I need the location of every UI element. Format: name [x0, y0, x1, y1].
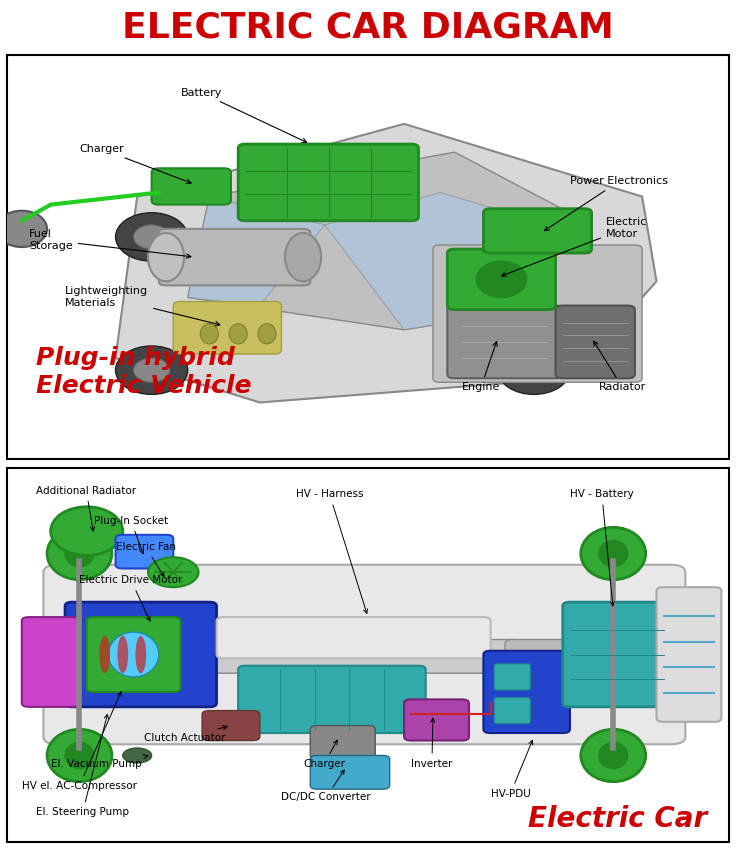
Text: HV el. AC-Compressor: HV el. AC-Compressor: [22, 692, 137, 791]
FancyBboxPatch shape: [22, 617, 79, 707]
Text: Electric
Motor: Electric Motor: [502, 218, 648, 276]
Ellipse shape: [99, 636, 110, 673]
Text: Clutch Actuator: Clutch Actuator: [144, 726, 227, 743]
Ellipse shape: [516, 229, 552, 253]
Text: Electric Fan: Electric Fan: [116, 541, 176, 576]
Text: Additional Radiator: Additional Radiator: [36, 485, 136, 531]
Polygon shape: [188, 152, 577, 330]
Ellipse shape: [116, 346, 188, 394]
Ellipse shape: [108, 632, 159, 677]
Text: Radiator: Radiator: [594, 342, 646, 393]
FancyBboxPatch shape: [87, 617, 180, 692]
FancyBboxPatch shape: [484, 651, 570, 733]
Text: Power Electronics: Power Electronics: [545, 177, 668, 230]
Polygon shape: [116, 124, 657, 403]
FancyBboxPatch shape: [404, 700, 469, 740]
Ellipse shape: [498, 217, 570, 265]
Ellipse shape: [148, 233, 184, 281]
FancyBboxPatch shape: [657, 587, 721, 722]
Ellipse shape: [581, 527, 645, 580]
FancyBboxPatch shape: [311, 756, 389, 789]
FancyBboxPatch shape: [311, 726, 375, 759]
Text: HV - Harness: HV - Harness: [296, 490, 367, 614]
Ellipse shape: [135, 636, 146, 673]
FancyBboxPatch shape: [173, 302, 281, 354]
Text: DC/DC Converter: DC/DC Converter: [281, 770, 371, 802]
Text: Lightweighting
Materials: Lightweighting Materials: [65, 286, 220, 326]
Text: HV - Battery: HV - Battery: [570, 490, 634, 606]
FancyBboxPatch shape: [556, 306, 635, 378]
FancyBboxPatch shape: [65, 602, 216, 707]
Polygon shape: [188, 196, 325, 306]
FancyBboxPatch shape: [505, 639, 606, 673]
Ellipse shape: [581, 729, 645, 782]
Text: Engine: Engine: [461, 342, 500, 393]
FancyBboxPatch shape: [202, 639, 520, 673]
Ellipse shape: [476, 261, 527, 298]
FancyBboxPatch shape: [238, 144, 419, 221]
Ellipse shape: [65, 742, 94, 768]
Ellipse shape: [65, 541, 94, 567]
Text: HV-PDU: HV-PDU: [491, 740, 533, 799]
Ellipse shape: [498, 346, 570, 394]
Ellipse shape: [47, 729, 112, 782]
Text: Fuel
Storage: Fuel Storage: [29, 230, 191, 258]
Text: Plug-In Socket: Plug-In Socket: [94, 516, 168, 553]
FancyBboxPatch shape: [43, 564, 685, 745]
Ellipse shape: [599, 742, 628, 768]
Ellipse shape: [116, 212, 188, 261]
Ellipse shape: [0, 211, 47, 247]
FancyBboxPatch shape: [216, 617, 491, 658]
Ellipse shape: [516, 358, 552, 382]
FancyBboxPatch shape: [152, 168, 231, 205]
Text: Charger: Charger: [303, 740, 345, 768]
Text: Plug-in hybrid
Electric Vehicle: Plug-in hybrid Electric Vehicle: [36, 346, 252, 398]
FancyBboxPatch shape: [159, 229, 311, 286]
Text: Charger: Charger: [79, 144, 191, 184]
Ellipse shape: [599, 541, 628, 567]
Ellipse shape: [134, 225, 170, 249]
FancyBboxPatch shape: [202, 711, 260, 740]
Ellipse shape: [123, 748, 152, 763]
FancyBboxPatch shape: [447, 306, 563, 378]
FancyBboxPatch shape: [116, 535, 173, 569]
FancyBboxPatch shape: [238, 666, 425, 733]
Text: El. Steering Pump: El. Steering Pump: [36, 714, 130, 818]
FancyBboxPatch shape: [433, 245, 642, 382]
Ellipse shape: [229, 324, 247, 344]
Polygon shape: [325, 193, 577, 330]
Text: Inverter: Inverter: [411, 718, 453, 768]
Ellipse shape: [285, 233, 321, 281]
Ellipse shape: [148, 558, 199, 587]
Text: ELECTRIC CAR DIAGRAM: ELECTRIC CAR DIAGRAM: [122, 11, 614, 45]
FancyBboxPatch shape: [484, 209, 592, 253]
Ellipse shape: [200, 324, 219, 344]
Ellipse shape: [117, 636, 128, 673]
Text: Battery: Battery: [180, 88, 307, 143]
Text: Electric Drive Motor: Electric Drive Motor: [79, 575, 183, 621]
FancyBboxPatch shape: [495, 664, 530, 690]
Ellipse shape: [563, 636, 606, 673]
Text: El. Vacuum Pump: El. Vacuum Pump: [51, 755, 148, 768]
Ellipse shape: [258, 324, 276, 344]
FancyBboxPatch shape: [447, 249, 556, 309]
Text: Electric Car: Electric Car: [528, 805, 707, 833]
Ellipse shape: [47, 527, 112, 580]
FancyBboxPatch shape: [563, 602, 671, 707]
FancyBboxPatch shape: [495, 698, 530, 723]
Ellipse shape: [134, 358, 170, 382]
Ellipse shape: [51, 507, 123, 555]
